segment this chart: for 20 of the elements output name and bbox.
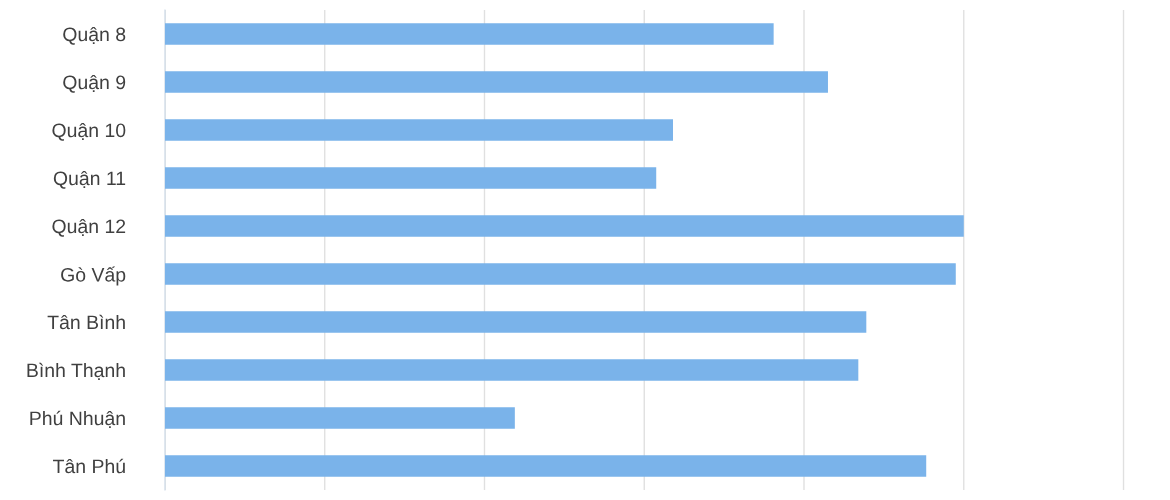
bar	[164, 263, 956, 285]
bar	[164, 71, 828, 93]
bar	[164, 455, 927, 477]
y-tick-label: Quận 8	[63, 26, 126, 45]
y-tick-label: Tân Bình	[47, 314, 125, 330]
bar	[164, 359, 859, 381]
y-tick-label: Quận 11	[53, 170, 126, 189]
bar	[164, 23, 774, 45]
bar	[164, 215, 964, 237]
bar	[164, 407, 515, 429]
bar	[164, 311, 867, 333]
y-tick-label: Quận 9	[63, 74, 126, 93]
y-tick-label: Phú Nhuận	[30, 410, 125, 428]
bar	[164, 119, 673, 141]
bar	[164, 167, 657, 189]
y-tick-label: Gò Vấp	[61, 266, 126, 286]
y-tick-label: Bình Thạnh	[27, 362, 125, 380]
y-tick-label: Quận 12	[52, 218, 126, 237]
y-tick-label: Tân Phú	[53, 458, 125, 474]
y-tick-label: Quận 10	[52, 122, 126, 141]
